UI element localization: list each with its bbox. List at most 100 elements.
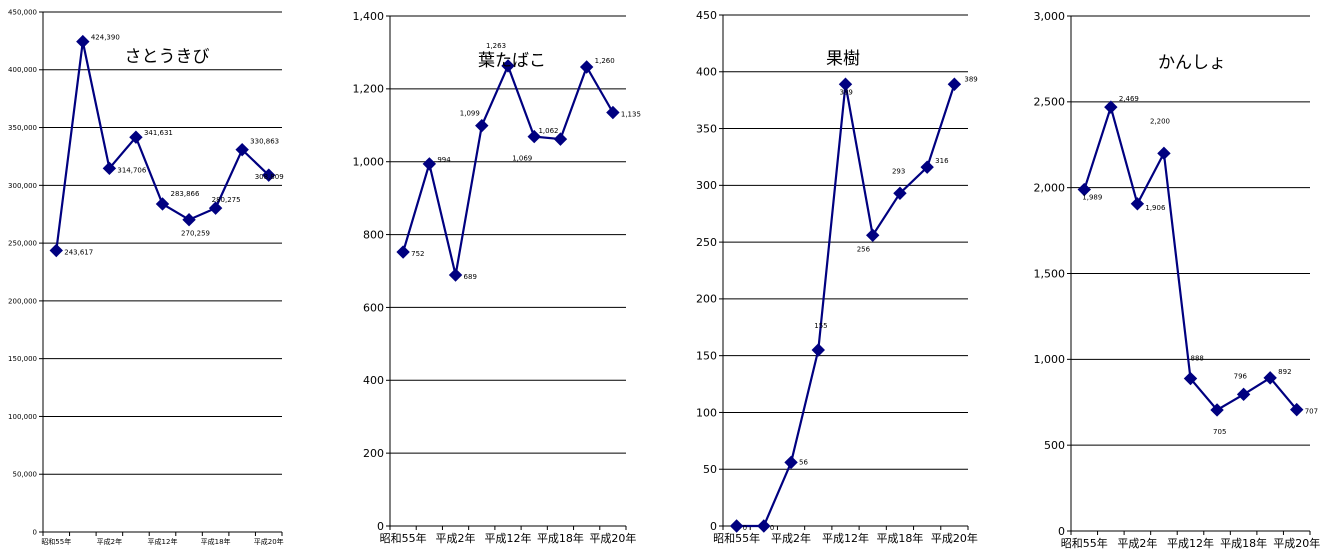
data-label: 1,260 — [595, 57, 615, 65]
data-label: 705 — [1213, 428, 1226, 436]
data-point — [1290, 402, 1304, 417]
data-label: 1,099 — [460, 110, 480, 118]
x-tick-label: 平成18年 — [1220, 536, 1267, 550]
data-label: 389 — [964, 75, 977, 83]
data-label: 1,135 — [621, 111, 641, 119]
data-point — [784, 455, 798, 470]
data-point — [1236, 387, 1251, 402]
y-tick-label: 200,000 — [8, 297, 37, 305]
data-point — [866, 228, 880, 243]
y-tick-label: 300 — [696, 179, 717, 192]
data-label: 0 — [770, 524, 774, 532]
series-line — [55, 41, 270, 251]
y-tick-label: 1,400 — [353, 10, 385, 23]
y-tick-label: 600 — [363, 301, 384, 314]
data-point — [606, 105, 620, 120]
series-line — [1083, 103, 1298, 412]
y-tick-label: 400 — [363, 374, 384, 387]
data-point — [208, 201, 223, 215]
data-label: 994 — [437, 156, 451, 164]
data-point — [553, 132, 568, 146]
y-tick-label: 2,500 — [1034, 96, 1066, 109]
y-tick-label: 400 — [696, 66, 717, 79]
y-tick-label: 350 — [696, 122, 717, 135]
x-tick-label: 昭和55年 — [41, 537, 71, 546]
data-point — [1183, 371, 1198, 386]
y-tick-label: 250 — [696, 236, 717, 249]
x-tick-label: 平成12年 — [822, 531, 869, 545]
data-label: 256 — [857, 245, 871, 253]
chart-title: かんしょ — [1158, 53, 1226, 73]
data-label: 316 — [935, 157, 949, 165]
data-point — [129, 130, 143, 144]
data-label: 892 — [1278, 368, 1291, 376]
data-label: 1,906 — [1145, 204, 1166, 212]
y-tick-label: 2,000 — [1034, 182, 1066, 195]
data-label: 0 — [743, 524, 747, 532]
data-label: 888 — [1191, 355, 1204, 363]
y-tick-label: 0 — [1058, 525, 1065, 538]
x-tick-label: 平成20年 — [254, 537, 284, 546]
data-point — [947, 77, 962, 91]
chart-1: 0 50,000 100,000 150,000 200,000 250,000 300,0… — [8, 8, 284, 546]
data-label: 796 — [1234, 372, 1248, 380]
x-tick-label: 平成2年 — [97, 537, 122, 546]
data-point — [1157, 146, 1171, 161]
x-tick-label: 平成20年 — [589, 531, 636, 545]
series-line — [736, 83, 956, 528]
data-label: 155 — [814, 322, 827, 330]
data-label: 243,617 — [64, 248, 93, 256]
y-tick-label: 200 — [363, 447, 384, 460]
data-label: 2,200 — [1150, 117, 1170, 125]
data-point — [262, 168, 276, 182]
data-label: 1,062 — [538, 127, 558, 135]
y-tick-label: 300,000 — [8, 182, 37, 190]
y-tick-label: 800 — [363, 228, 384, 241]
y-tick-label: 0 — [377, 520, 384, 533]
y-tick-label: 1,500 — [1034, 267, 1066, 280]
chart-title: 果樹 — [826, 49, 860, 69]
data-label: 314,706 — [117, 166, 146, 174]
data-label: 2,469 — [1119, 95, 1139, 103]
data-label: 56 — [799, 458, 808, 466]
y-tick-label: 50 — [703, 463, 717, 476]
y-tick-label: 50,000 — [13, 471, 38, 479]
y-tick-label: 150,000 — [8, 355, 37, 363]
data-label: 707 — [1305, 408, 1318, 416]
x-tick-label: 平成20年 — [1273, 536, 1320, 550]
y-tick-label: 500 — [1044, 439, 1065, 452]
chart-title: 葉たばこ — [478, 51, 546, 71]
y-tick-label: 100,000 — [8, 413, 37, 421]
data-point — [235, 142, 249, 157]
y-tick-label: 150 — [696, 350, 717, 363]
data-point — [182, 212, 196, 227]
y-tick-label: 400,000 — [8, 66, 37, 74]
series-line — [402, 62, 614, 276]
data-point — [422, 157, 437, 171]
y-tick-label: 250,000 — [8, 240, 37, 248]
data-point — [893, 186, 907, 200]
data-point — [102, 161, 117, 176]
data-label: 330,863 — [250, 138, 279, 146]
chart-title: さとうきび — [125, 47, 210, 67]
data-label: 270,259 — [181, 230, 210, 238]
y-tick-label: 0 — [710, 520, 717, 533]
data-label: 1,069 — [512, 155, 532, 163]
data-point — [811, 343, 825, 357]
data-point — [1263, 371, 1277, 385]
data-point — [729, 519, 744, 533]
data-label: 689 — [464, 273, 477, 281]
data-point — [920, 160, 934, 174]
y-tick-label: 450,000 — [8, 8, 37, 16]
data-point — [1210, 403, 1224, 417]
data-label: 283,866 — [171, 190, 200, 198]
x-tick-label: 平成18年 — [201, 537, 231, 546]
data-point — [838, 77, 853, 91]
data-point — [757, 519, 771, 533]
y-tick-label: 1,000 — [1034, 353, 1066, 366]
data-point — [49, 243, 63, 258]
data-label: 389 — [840, 88, 853, 96]
